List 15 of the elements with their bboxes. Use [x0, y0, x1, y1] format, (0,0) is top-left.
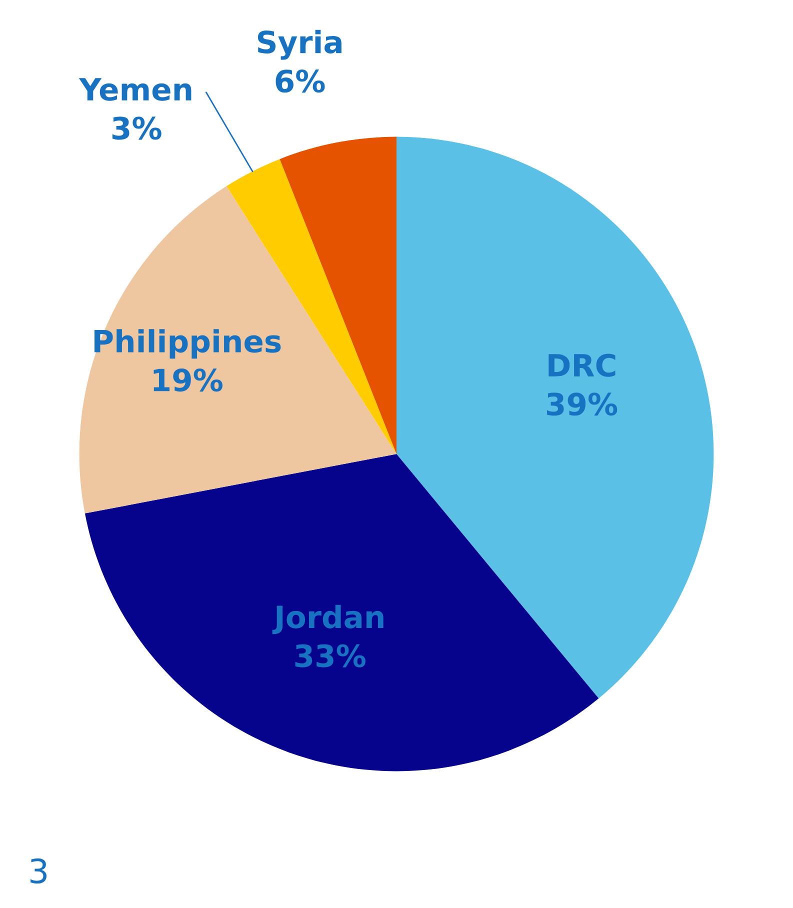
- slice-label: Jordan: [272, 604, 384, 634]
- data-label: 33%: [295, 644, 366, 668]
- slice-label: Syria: [258, 30, 342, 60]
- text: 3: [30, 858, 47, 884]
- data-label: 6%: [276, 70, 325, 93]
- pie-slice: [84, 454, 599, 772]
- slice-label: DRC: [548, 354, 616, 377]
- slice-label: Philippines: [94, 329, 281, 359]
- data-label: 39%: [547, 392, 618, 416]
- pie-slice: [280, 136, 396, 454]
- pie-slice: [396, 136, 714, 698]
- pie-slice: [79, 186, 396, 514]
- data-label: 19%: [154, 368, 222, 392]
- data-label: 3%: [112, 116, 162, 140]
- slice-label: Yemen: [78, 78, 192, 101]
